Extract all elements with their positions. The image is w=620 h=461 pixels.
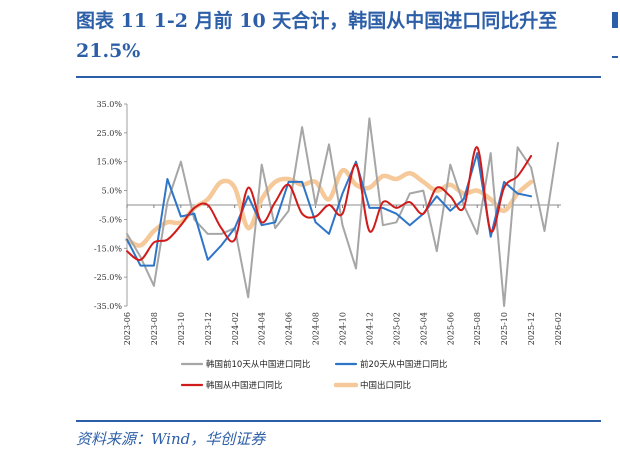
- x-tick-label: 2023-06: [123, 312, 132, 345]
- axes: 35.0% 25.0% 15.0% 5.0% -5.0% -15.0% -25.0% -35.…: [94, 100, 563, 345]
- x-tick-label: 2025-12: [527, 312, 536, 345]
- x-tick-label: 2026-02: [554, 312, 563, 345]
- legend-label-1: 前20天从中国进口同比: [360, 359, 447, 370]
- y-tick-label: -15.0%: [94, 244, 123, 253]
- series-layer: [124, 117, 559, 307]
- x-tick-label: 2025-08: [473, 312, 482, 345]
- y-tick-label: 25.0%: [97, 129, 123, 138]
- x-tick-label: 2024-12: [365, 312, 374, 345]
- title-divider: [76, 76, 601, 78]
- y-tick-label: -35.0%: [94, 302, 123, 311]
- legend-label-0: 韩国前10天从中国进口同比: [206, 359, 310, 370]
- figure-title: 图表 11 1-2 月前 10 天合计，韩国从中国进口同比升至 21.5%: [76, 10, 558, 62]
- x-tick-label: 2023-10: [177, 312, 186, 345]
- x-tick-label: 2025-04: [419, 312, 428, 345]
- series-line-1: [126, 152, 533, 267]
- y-tick-label: 15.0%: [97, 158, 123, 167]
- source-note: 资料来源：Wind，华创证券: [76, 430, 266, 448]
- y-tick-label: 5.0%: [102, 187, 123, 196]
- x-tick-label: 2023-08: [150, 312, 159, 345]
- x-tick-label: 2024-06: [285, 312, 294, 345]
- series-line-2: [126, 146, 533, 261]
- x-tick-label: 2024-04: [258, 312, 267, 345]
- y-tick-label: -5.0%: [99, 215, 122, 224]
- y-tick-label: 35.0%: [97, 100, 123, 109]
- source-divider: [76, 420, 601, 422]
- x-tick-label: 2025-06: [446, 312, 455, 345]
- x-tick-label: 2024-02: [231, 312, 240, 345]
- legend-label-2: 韩国从中国进口同比: [206, 380, 283, 391]
- legend-label-3: 中国出口同比: [360, 380, 411, 391]
- cropped-neighbor-fragment: [612, 12, 618, 28]
- x-tick-label: 2025-02: [392, 312, 401, 345]
- y-tick-label: -25.0%: [94, 273, 123, 282]
- x-tick-label: 2023-12: [204, 312, 213, 345]
- x-tick-label: 2024-10: [339, 312, 348, 345]
- series-line-0: [126, 117, 559, 307]
- x-tick-label: 2025-10: [500, 312, 509, 345]
- cropped-neighbor-fragment-2: [612, 46, 618, 58]
- x-tick-label: 2024-08: [312, 312, 321, 345]
